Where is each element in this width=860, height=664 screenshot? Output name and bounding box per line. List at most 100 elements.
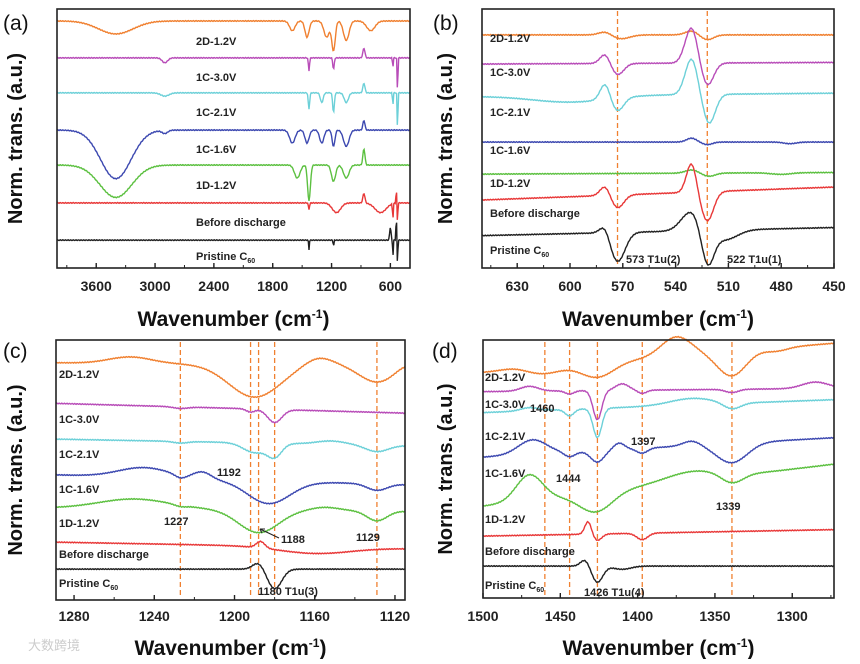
series-line-2d-1-2v <box>482 335 835 379</box>
series-line-1d-1-2v <box>56 147 411 202</box>
peak-annotation: 522 T1u(1) <box>727 254 782 266</box>
series-line-before-discharge <box>482 520 835 542</box>
plot-frame <box>481 8 835 269</box>
x-axis-title-superscript: -1 <box>737 636 748 650</box>
x-tick-label: 630 <box>506 278 530 294</box>
series-line-1c-3-0v <box>481 27 835 86</box>
x-tick-label: 1450 <box>545 608 576 624</box>
panel-label: (a) <box>3 12 29 35</box>
series-label: 1C-2.1V <box>196 107 237 119</box>
series-label: 1C-3.0V <box>490 67 531 79</box>
series-label: 2D-1.2V <box>59 369 100 381</box>
x-tick-label: 540 <box>664 278 688 294</box>
annotation-arrow <box>259 528 280 539</box>
chart-panel-c: 2D-1.2V 1C-3.0V 1C-2.1V 1C-1.6V 1D-1.2V Befor… <box>3 339 411 660</box>
series-label: 1C-1.6V <box>490 145 531 157</box>
series-label: Pristine C60 <box>59 578 118 592</box>
series-label: 2D-1.2V <box>485 372 526 384</box>
series-line-1c-1-6v <box>481 137 835 146</box>
series-line-1c-2-1v <box>482 397 835 439</box>
series-label: Pristine C60 <box>485 580 544 594</box>
series-line-2d-1-2v <box>56 19 411 52</box>
y-axis-title: Norm. trans. (a.u.) <box>5 384 27 555</box>
series-line-1d-1-2v <box>55 497 406 534</box>
series-line-1d-1-2v <box>482 463 835 514</box>
x-tick-label: 1800 <box>257 278 288 294</box>
x-tick-label: 1120 <box>380 608 411 624</box>
peak-annotation: 1180 T1u(3) <box>258 586 318 598</box>
series-line-1c-1-6v <box>482 436 835 464</box>
series-label: 1D-1.2V <box>59 518 100 530</box>
x-axis-title-superscript: -1 <box>312 307 323 321</box>
x-axis-title-superscript: -1 <box>309 636 320 650</box>
series-label: 1C-3.0V <box>485 399 526 411</box>
series-line-1d-1-2v <box>481 168 835 178</box>
x-axis-title: Wavenumber (cm-1) <box>138 307 330 331</box>
panel-label: (d) <box>432 340 458 363</box>
peak-annotation: 1339 <box>716 501 740 513</box>
y-axis-title: Norm. trans. (a.u.) <box>435 53 457 224</box>
peak-annotation: 1397 <box>631 436 655 448</box>
x-tick-label: 1200 <box>316 278 347 294</box>
x-tick-label: 600 <box>379 278 403 294</box>
series-line-1c-1-6v <box>56 119 411 180</box>
series-label-subscript: 60 <box>110 585 118 592</box>
chart-panel-a: 2D-1.2V 1C-3.0V 1C-2.1V 1C-1.6V 1D-1.2V Befor… <box>3 8 411 331</box>
x-tick-label: 1280 <box>58 608 89 624</box>
peak-annotation: 1460 <box>530 403 554 415</box>
series-label: 1C-1.6V <box>485 468 526 480</box>
series-line-2d-1-2v <box>481 30 835 41</box>
chart-panel-d: 2D-1.2V 1C-3.0V 1C-2.1V 1C-1.6V 1D-1.2V Befor… <box>432 335 835 660</box>
x-tick-label: 600 <box>558 278 582 294</box>
peak-annotation: 1426 T1u(4) <box>584 587 645 599</box>
series-line-pristine-c60 <box>481 211 835 266</box>
series-line-pristine-c60 <box>56 222 411 261</box>
chart-panel-b: 2D-1.2V 1C-3.0V 1C-2.1V 1C-1.6V 1D-1.2V Befor… <box>433 8 846 331</box>
series-line-before-discharge <box>481 162 835 222</box>
y-axis-title: Norm. trans. (a.u.) <box>435 383 457 554</box>
x-axis-title-close: ) <box>747 308 754 331</box>
series-line-1c-2-1v <box>481 58 835 124</box>
series-line-before-discharge <box>56 192 411 220</box>
watermark-logo: 大数跨境 <box>28 638 80 653</box>
x-tick-label: 570 <box>611 278 635 294</box>
series-label: 1C-3.0V <box>196 72 237 84</box>
y-axis-title: Norm. trans. (a.u.) <box>5 53 27 224</box>
peak-annotation: 1129 <box>356 532 380 544</box>
x-tick-label: 1300 <box>777 608 808 624</box>
plot-frame <box>56 8 411 269</box>
series-label: Before discharge <box>59 549 149 561</box>
x-tick-label: 1500 <box>467 608 498 624</box>
x-axis-title: Wavenumber (cm-1) <box>562 307 754 331</box>
series-line-1c-2-1v <box>56 82 411 125</box>
series-line-pristine-c60 <box>482 559 835 584</box>
series-label-subscript: 60 <box>541 252 549 259</box>
series-line-2d-1-2v <box>55 355 406 399</box>
series-label: Before discharge <box>196 217 286 229</box>
x-axis-title-close: ) <box>747 637 754 659</box>
series-line-1c-2-1v <box>55 438 406 460</box>
series-label: Pristine C60 <box>196 251 255 265</box>
series-label: 1C-3.0V <box>59 414 100 426</box>
peak-annotation: 1444 <box>556 473 581 485</box>
plot-frame <box>482 339 835 599</box>
series-label: 2D-1.2V <box>490 33 531 45</box>
panel-label: (b) <box>433 12 459 35</box>
series-label: 1C-1.6V <box>196 144 237 156</box>
x-tick-label: 3000 <box>139 278 170 294</box>
series-label: 1D-1.2V <box>485 514 526 526</box>
x-tick-label: 1240 <box>139 608 170 624</box>
series-label-subscript: 60 <box>536 587 544 594</box>
series-line-1c-3-0v <box>482 380 835 421</box>
x-axis-title: Wavenumber (cm-1) <box>563 636 755 659</box>
x-tick-label: 480 <box>770 278 794 294</box>
x-axis-title-close: ) <box>322 308 329 331</box>
series-line-before-discharge <box>55 540 406 555</box>
x-axis-title-close: ) <box>319 637 326 659</box>
series-label: 1C-2.1V <box>59 449 100 461</box>
series-label: 1C-2.1V <box>490 107 531 119</box>
peak-annotation: 573 T1u(2) <box>626 254 681 266</box>
x-tick-label: 1160 <box>300 608 331 624</box>
x-axis-title-superscript: -1 <box>736 307 747 321</box>
